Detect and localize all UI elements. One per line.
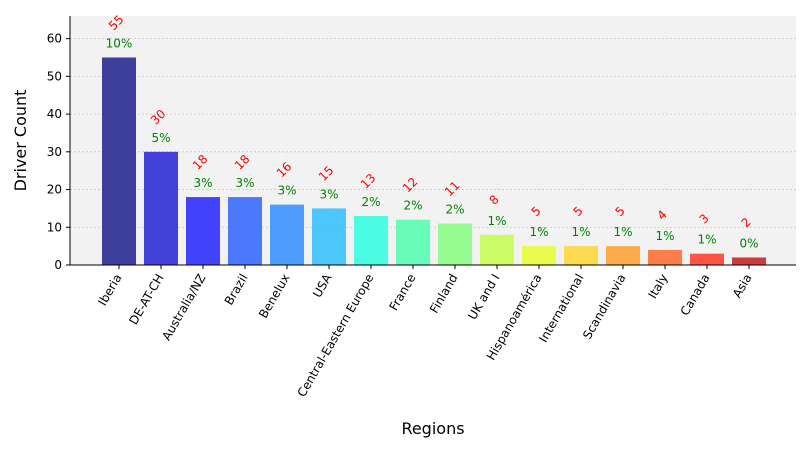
percent-label: 0% bbox=[739, 236, 758, 250]
bars bbox=[102, 57, 766, 265]
bar bbox=[564, 246, 598, 265]
y-tick-label: 50 bbox=[47, 69, 62, 83]
x-tick-label: Australia/NZ bbox=[159, 272, 208, 343]
percent-label: 1% bbox=[571, 225, 590, 239]
bar bbox=[648, 249, 682, 265]
x-tick-label: DE-AT-CH bbox=[126, 272, 166, 328]
percent-label: 3% bbox=[319, 187, 338, 201]
percent-label: 3% bbox=[193, 176, 212, 190]
percent-label: 2% bbox=[403, 199, 422, 213]
percent-label: 1% bbox=[613, 225, 632, 239]
x-tick-label: Brazil bbox=[222, 272, 251, 308]
x-tick-label: Central-Eastern Europe bbox=[295, 272, 377, 400]
bar bbox=[102, 57, 136, 265]
percent-label: 2% bbox=[445, 203, 464, 217]
bar bbox=[480, 234, 514, 265]
x-tick-label: Scandinavia bbox=[580, 272, 629, 342]
bar bbox=[144, 151, 178, 265]
x-tick-label: UK and I bbox=[465, 272, 502, 323]
bar bbox=[438, 223, 472, 265]
y-tick-label: 20 bbox=[47, 183, 62, 197]
bar bbox=[732, 257, 766, 265]
x-tick-label: Finland bbox=[427, 272, 461, 316]
x-tick-label: France bbox=[387, 272, 419, 314]
y-ticks: 0 10 20 30 40 50 60 bbox=[47, 32, 70, 272]
axes bbox=[69, 16, 796, 266]
y-axis-title: Driver Count bbox=[11, 90, 30, 192]
bar bbox=[312, 208, 346, 265]
x-tick-label: Iberia bbox=[95, 272, 124, 309]
x-axis-title: Regions bbox=[401, 419, 464, 438]
x-tick-label: Asia bbox=[730, 272, 755, 301]
x-tick-label: International bbox=[536, 272, 586, 345]
bar bbox=[228, 197, 262, 265]
y-tick-label: 40 bbox=[47, 107, 62, 121]
percent-label: 1% bbox=[655, 229, 674, 243]
percent-label: 1% bbox=[487, 214, 506, 228]
y-tick-label: 10 bbox=[47, 220, 62, 234]
percent-label: 1% bbox=[697, 233, 716, 247]
percent-label: 2% bbox=[361, 195, 380, 209]
y-tick-label: 0 bbox=[54, 258, 62, 272]
y-tick-label: 60 bbox=[47, 32, 62, 46]
x-tick-label: Benelux bbox=[256, 272, 292, 321]
percent-label: 3% bbox=[277, 184, 296, 198]
bar bbox=[354, 215, 388, 265]
x-tick-label: Canada bbox=[678, 272, 713, 319]
x-tick-label: Italy bbox=[645, 272, 670, 302]
bar bbox=[606, 246, 640, 265]
bar bbox=[396, 219, 430, 265]
percent-label: 5% bbox=[151, 131, 170, 145]
bar bbox=[522, 246, 556, 265]
percent-label: 3% bbox=[235, 176, 254, 190]
bar bbox=[690, 253, 724, 265]
percent-label: 10% bbox=[106, 37, 133, 51]
x-tick-label: USA bbox=[310, 271, 335, 300]
bar bbox=[270, 204, 304, 265]
y-tick-label: 30 bbox=[47, 145, 62, 159]
percent-label: 1% bbox=[529, 225, 548, 239]
bar bbox=[186, 197, 220, 265]
